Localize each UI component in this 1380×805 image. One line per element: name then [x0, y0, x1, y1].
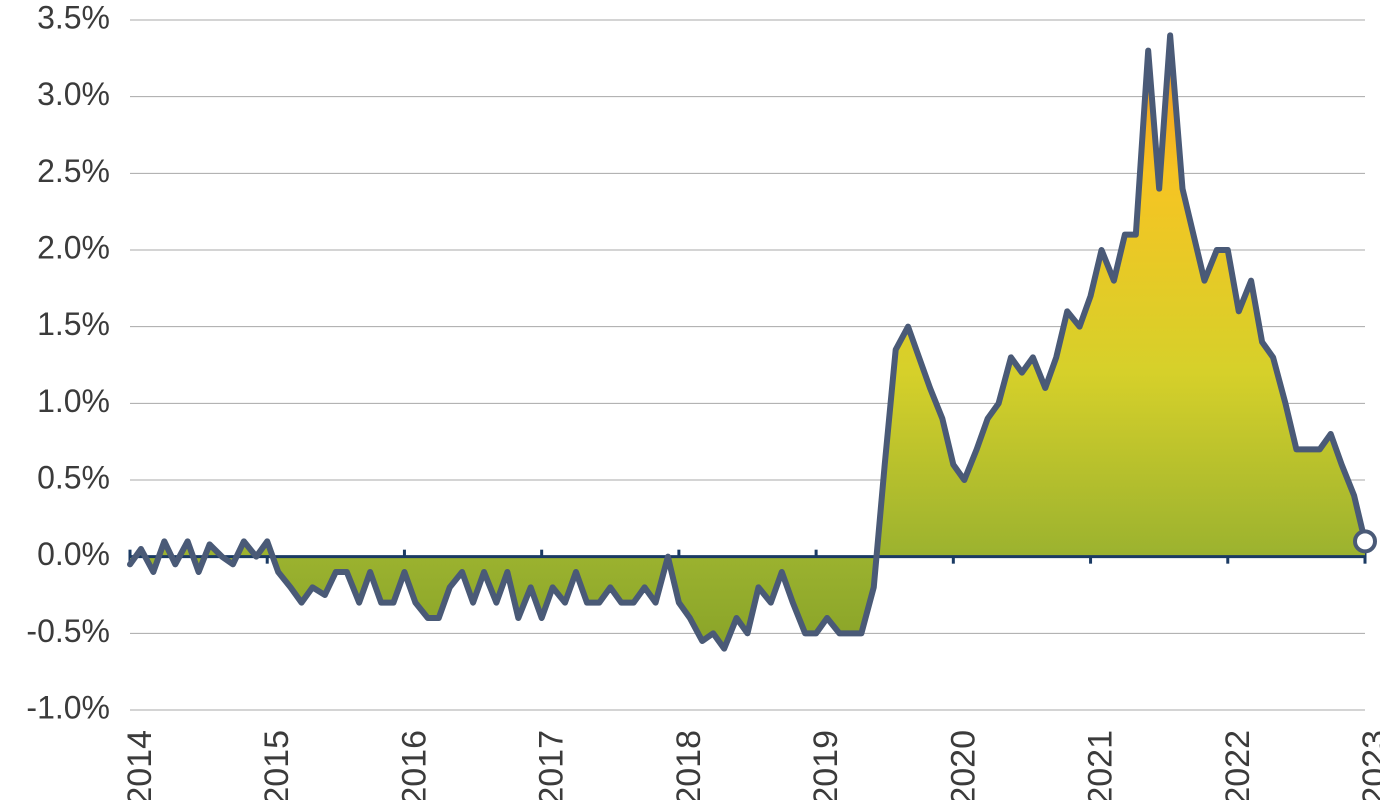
x-tick-label: 2022	[1219, 730, 1257, 800]
y-tick-label: 0.0%	[37, 536, 110, 572]
x-tick-label: 2021	[1082, 730, 1120, 800]
x-tick-label: 2017	[533, 730, 571, 800]
x-tick-label: 2023	[1356, 730, 1380, 800]
area-chart: -1.0% -0.5% 0.0% 0.5% 1.0% 1.5% 2.0% 2.5% 3.0% 3.…	[0, 0, 1380, 800]
y-tick-label: 1.0%	[37, 383, 110, 419]
y-tick-label: 3.0%	[37, 76, 110, 112]
end-marker	[1355, 531, 1375, 551]
y-tick-label: 2.5%	[37, 153, 110, 189]
y-tick-label: -0.5%	[26, 613, 110, 649]
y-tick-label: 3.5%	[37, 0, 110, 35]
x-tick-label: 2018	[670, 730, 708, 800]
x-tick-label: 2014	[121, 730, 159, 800]
x-tick-label: 2016	[395, 730, 433, 800]
x-tick-label: 2020	[944, 730, 982, 800]
y-tick-label: 1.5%	[37, 306, 110, 342]
x-tick-label: 2015	[258, 730, 296, 800]
y-tick-label: -1.0%	[26, 689, 110, 725]
y-tick-label: 2.0%	[37, 229, 110, 265]
x-tick-label: 2019	[807, 730, 845, 800]
y-tick-label: 0.5%	[37, 459, 110, 495]
